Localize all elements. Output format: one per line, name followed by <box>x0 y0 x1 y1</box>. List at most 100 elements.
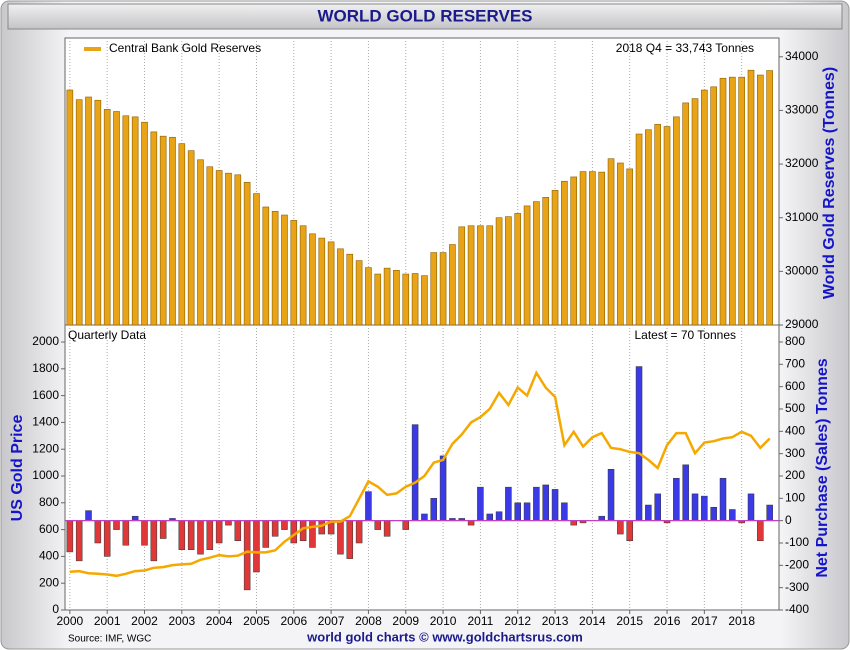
bar <box>561 180 568 326</box>
bar <box>514 502 521 521</box>
annotation: 2018 Q4 = 33,743 Tonnes <box>616 41 754 55</box>
bar <box>243 182 251 326</box>
bar <box>187 150 195 326</box>
bar <box>495 217 503 326</box>
x-tick-label: 2011 <box>468 614 494 628</box>
y-tick-label: 1400 <box>32 415 59 429</box>
bar <box>402 273 410 326</box>
bar <box>598 171 606 326</box>
bar <box>514 213 522 326</box>
bar <box>75 99 83 326</box>
bar <box>551 190 559 326</box>
bar <box>318 237 326 326</box>
bar <box>169 136 176 326</box>
bar <box>225 520 232 526</box>
bar <box>122 115 130 326</box>
footer: world gold charts © www.goldchartsrus.co… <box>306 629 583 644</box>
bar <box>523 205 531 326</box>
bar <box>346 253 354 326</box>
bar <box>729 509 736 521</box>
y2-tick-label: -400 <box>785 602 809 616</box>
y2-tick-label: 0 <box>785 513 792 527</box>
y2-tick-label: 800 <box>785 334 805 348</box>
bar <box>318 520 326 535</box>
bar <box>141 121 148 326</box>
bar <box>85 96 92 326</box>
y-tick-label: 34000 <box>785 49 819 63</box>
bar <box>122 520 130 546</box>
y2-tick-label: -300 <box>785 580 809 594</box>
bar <box>654 124 661 326</box>
bar <box>66 520 74 553</box>
bar <box>710 507 717 521</box>
plot-area-bottom <box>64 324 780 611</box>
y-tick-label: 2000 <box>32 334 59 348</box>
x-tick-label: 2014 <box>579 614 606 628</box>
bar <box>738 76 745 326</box>
y2-tick-label: 500 <box>785 401 805 415</box>
bar <box>187 520 195 550</box>
bar <box>673 116 680 326</box>
bar <box>673 477 680 521</box>
bar <box>719 477 727 521</box>
bar <box>150 131 158 326</box>
bar <box>533 201 540 326</box>
bar <box>449 244 456 326</box>
y2-tick-label: -100 <box>785 535 809 549</box>
bar <box>309 520 316 548</box>
bar <box>243 520 251 591</box>
bar <box>495 511 503 521</box>
bar <box>598 515 605 521</box>
bar <box>710 86 717 326</box>
price-line <box>69 370 771 578</box>
bar <box>486 513 493 521</box>
bar <box>607 158 615 326</box>
bar <box>178 143 186 326</box>
bar <box>178 520 186 550</box>
y2-tick-label: 200 <box>785 468 805 482</box>
bar <box>271 520 279 537</box>
bar <box>645 504 652 521</box>
x-tick-label: 2007 <box>318 614 345 628</box>
x-tick-label: 2006 <box>280 614 307 628</box>
y2-tick-label: 300 <box>785 446 805 460</box>
bar <box>131 515 139 521</box>
x-tick-label: 2002 <box>131 614 158 628</box>
bar <box>281 520 288 530</box>
annotation: Latest = 70 Tonnes <box>634 328 736 342</box>
bar <box>617 162 624 326</box>
bar <box>75 520 83 562</box>
bar <box>626 168 634 326</box>
bar <box>113 111 120 326</box>
bar <box>365 491 372 521</box>
bar <box>103 520 111 557</box>
bar <box>281 214 288 326</box>
bar <box>141 520 148 546</box>
bar <box>94 520 102 544</box>
y-tick-label: 200 <box>39 575 59 589</box>
x-tick-label: 2005 <box>243 614 270 628</box>
bar <box>355 520 363 544</box>
x-tick-label: 2003 <box>168 614 195 628</box>
bar <box>477 225 484 326</box>
y2-tick-label: -200 <box>785 558 809 572</box>
bar <box>654 493 661 521</box>
bar <box>234 520 242 542</box>
y-tick-label: 1200 <box>32 441 59 455</box>
annotation: Quarterly Data <box>68 328 146 342</box>
bar <box>645 129 652 326</box>
bar <box>701 495 708 521</box>
y-tick-label: 400 <box>39 549 59 563</box>
bar <box>393 269 400 326</box>
bar <box>458 226 466 326</box>
bar <box>589 171 596 326</box>
y-tick-label: 600 <box>39 522 59 536</box>
x-tick-label: 2018 <box>728 614 755 628</box>
y-tick-label: 31000 <box>785 210 819 224</box>
x-tick-label: 2013 <box>542 614 569 628</box>
y2-tick-label: 400 <box>785 423 805 437</box>
y-tick-label: 32000 <box>785 156 819 170</box>
bar <box>197 520 204 555</box>
bar <box>439 455 447 521</box>
